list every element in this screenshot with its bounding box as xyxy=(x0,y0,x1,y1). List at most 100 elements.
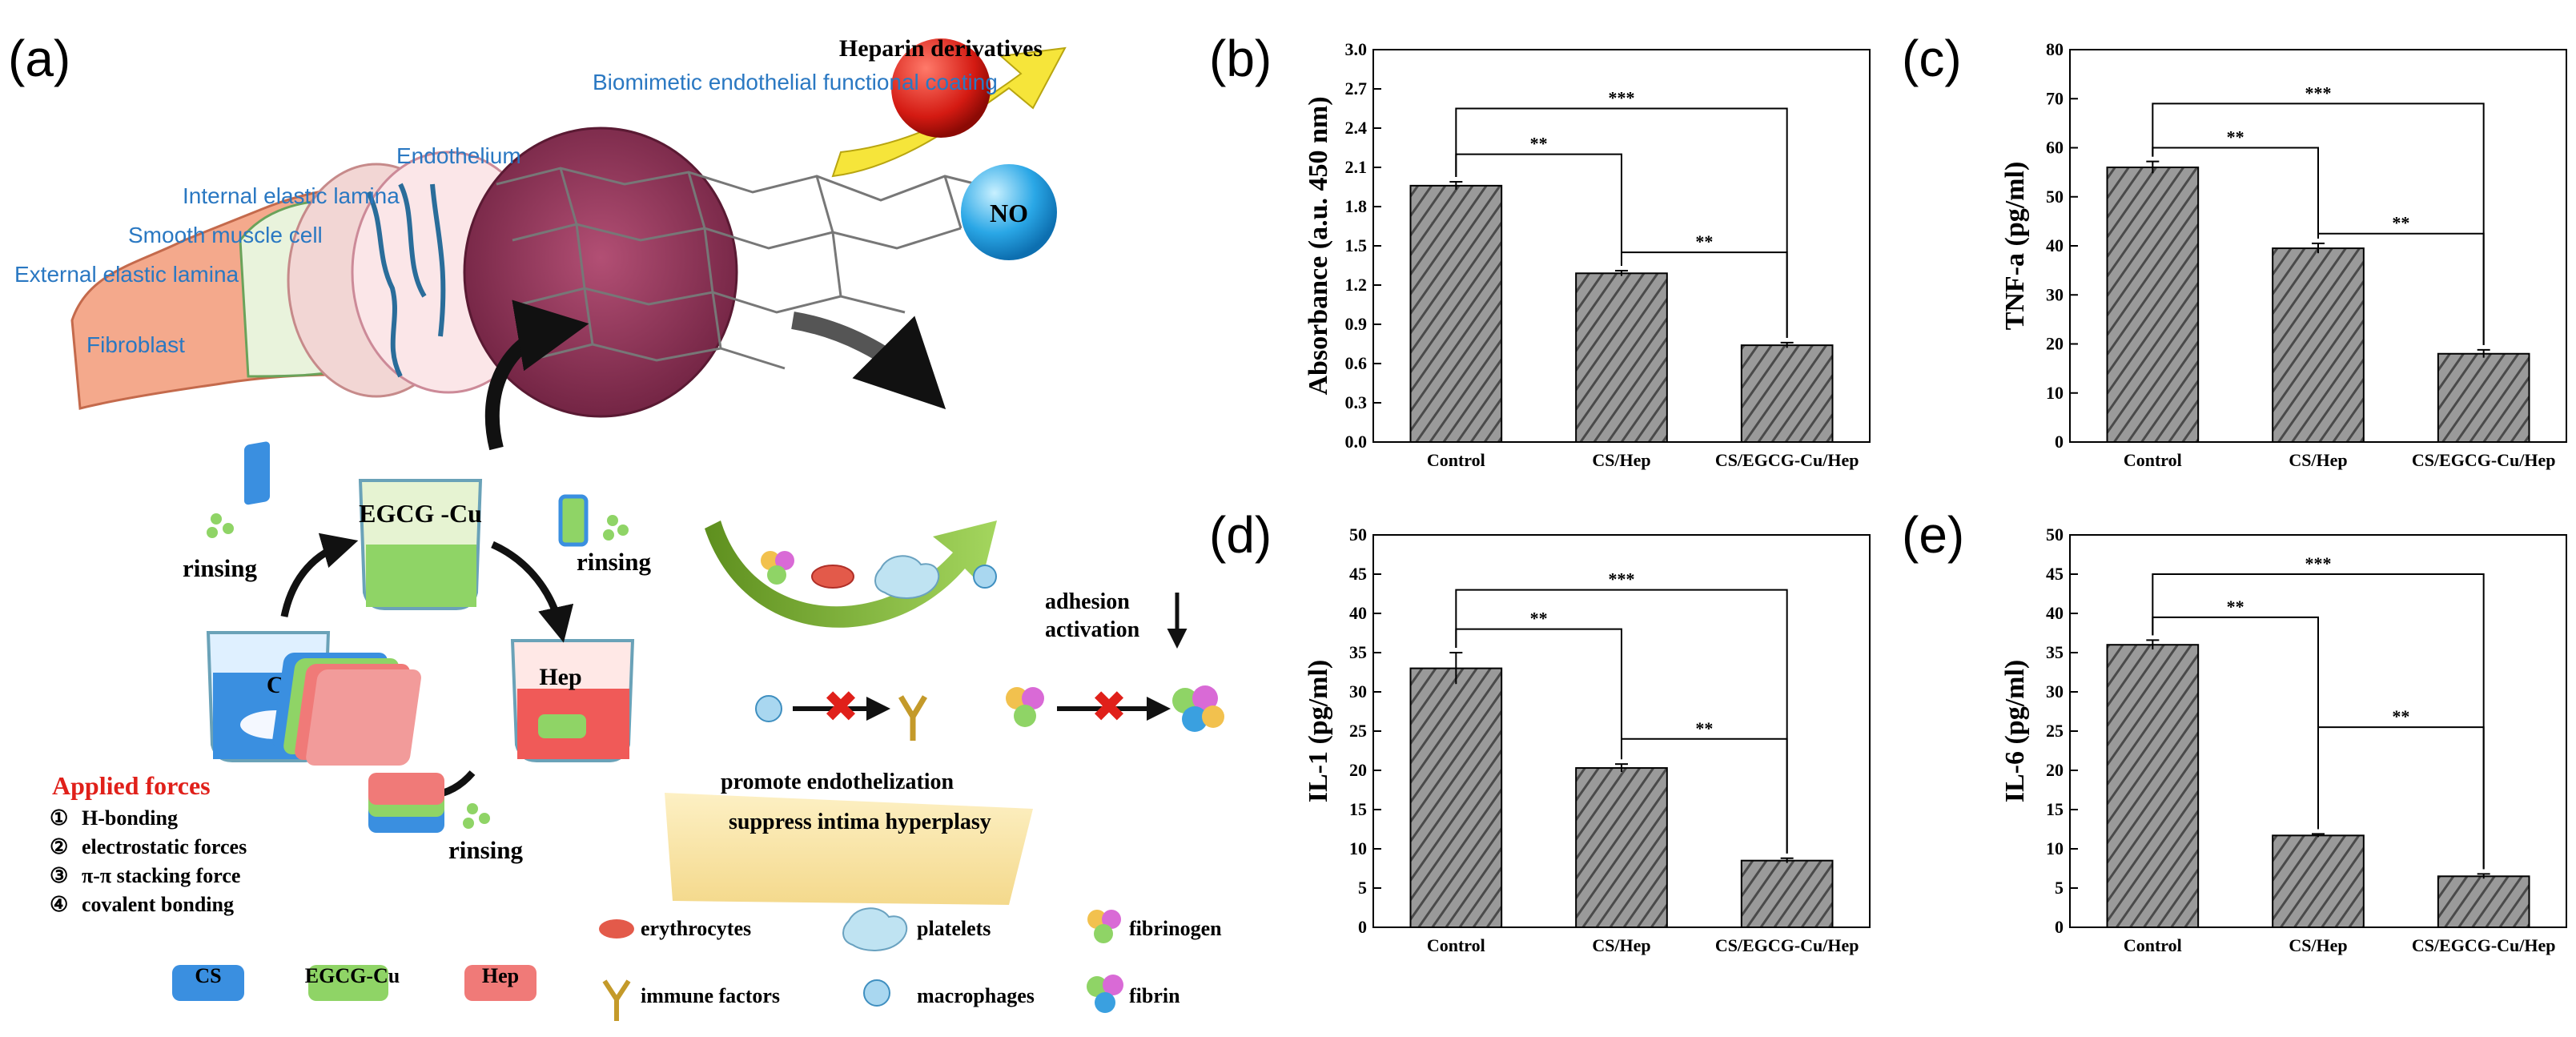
force-item-1: H-bonding xyxy=(82,806,178,830)
egcg-beaker-label: EGCG -Cu xyxy=(359,499,482,528)
panel-label-e: (e) xyxy=(1902,506,1964,564)
y-tick-label: 45 xyxy=(1349,564,1367,584)
legend-fibrin-label: fibrin xyxy=(1129,984,1180,1007)
platelet-icon xyxy=(874,555,940,599)
significance-bracket xyxy=(1621,251,1788,338)
force-marker-1: ① xyxy=(50,806,68,830)
legend-fibrinogen-label: fibrinogen xyxy=(1129,917,1222,940)
suppress-label: suppress intima hyperplasy xyxy=(729,810,991,834)
x-tick-label: CS/EGCG-Cu/Hep xyxy=(1715,450,1859,470)
y-tick-label: 2.1 xyxy=(1345,157,1368,177)
y-tick-label: 1.5 xyxy=(1345,235,1368,255)
macrophage-icon xyxy=(973,565,997,589)
y-tick-label: 35 xyxy=(1349,642,1367,662)
y-axis-label: Absorbance (a.u. 450 nm) xyxy=(1304,96,1333,395)
significance-label: ** xyxy=(1530,134,1548,154)
y-tick-label: 10 xyxy=(2046,383,2064,403)
significance-bracket xyxy=(2152,102,2485,345)
significance-label: ** xyxy=(2392,706,2409,726)
y-tick-label: 40 xyxy=(1349,603,1367,623)
significance-label: *** xyxy=(2305,82,2332,102)
cycle-arrow-1 xyxy=(280,533,359,617)
bar-cs-hep xyxy=(1575,272,1668,443)
y-tick-label: 70 xyxy=(2046,88,2064,108)
x-tick-label: CS/Hep xyxy=(2289,935,2347,955)
applied-forces-list: Applied forces ① H-bonding ② electrostat… xyxy=(50,771,247,916)
heparin-label: Heparin derivatives xyxy=(839,35,1043,62)
y-tick-label: 30 xyxy=(1349,681,1367,701)
significance-bracket xyxy=(2152,573,2485,870)
hep-substrate xyxy=(538,714,586,738)
schematic-legend: CS EGCG-Cu Hep erythrocytes immune facto… xyxy=(172,907,1222,1021)
y-tick-label: 15 xyxy=(1349,799,1367,819)
bar-cs-hep xyxy=(2272,834,2365,928)
y-tick-label: 30 xyxy=(2046,284,2064,304)
y-tick-label: 0.6 xyxy=(1345,353,1368,373)
x-tick-label: CS/EGCG-Cu/Hep xyxy=(2412,450,2556,470)
x-tick-label: CS/EGCG-Cu/Hep xyxy=(1715,935,1859,955)
y-tick-label: 20 xyxy=(1349,760,1367,780)
macrophage-row-icon xyxy=(755,695,782,722)
y-tick-label: 25 xyxy=(2046,721,2064,741)
applied-forces-title: Applied forces xyxy=(52,771,211,800)
rinsing-label-2: rinsing xyxy=(577,548,652,576)
significance-label: ** xyxy=(2227,597,2244,617)
legend-hep-swatch xyxy=(464,965,536,1001)
erythrocyte-icon xyxy=(811,565,854,589)
repel-arc-arrow xyxy=(705,521,997,628)
bar-cs-egcg-cu-hep xyxy=(1740,344,1834,443)
legend-egcg-label: EGCG-Cu xyxy=(305,964,400,987)
y-tick-label: 0 xyxy=(1358,917,1367,937)
legend-platelet-icon xyxy=(842,907,908,951)
significance-bracket xyxy=(1455,589,1788,854)
significance-label: *** xyxy=(1609,569,1635,589)
promote-label: promote endothelization xyxy=(721,770,954,794)
y-tick-label: 0 xyxy=(2055,432,2064,452)
label-fibroblast: Fibroblast xyxy=(86,332,185,357)
legend-erythrocyte-icon xyxy=(599,919,634,939)
fibrinogen-icon xyxy=(761,551,794,585)
panel-label-b: (b) xyxy=(1209,30,1272,87)
y-tick-label: 1.2 xyxy=(1345,275,1368,295)
y-tick-label: 15 xyxy=(2046,799,2064,819)
y-tick-label: 30 xyxy=(2046,681,2064,701)
force-item-4: covalent bonding xyxy=(82,893,234,916)
hep-beaker-label: Hep xyxy=(539,664,581,690)
legend-fibrinogen-icon xyxy=(1087,910,1121,943)
no-sphere xyxy=(961,164,1057,260)
block-cross-1: ✖ xyxy=(822,681,858,732)
activation-label: activation xyxy=(1045,617,1140,642)
bar-cs-egcg-cu-hep xyxy=(1740,859,1834,928)
y-tick-label: 50 xyxy=(2046,187,2064,207)
legend-cs-swatch xyxy=(172,965,244,1001)
y-tick-label: 50 xyxy=(1349,525,1367,545)
force-item-2: electrostatic forces xyxy=(82,835,247,858)
x-tick-label: Control xyxy=(2124,450,2182,470)
significance-label: ** xyxy=(2392,213,2409,233)
legend-cs-label: CS xyxy=(195,964,221,987)
blood-vessel-illustration: Heparin derivatives NO xyxy=(70,35,1067,451)
lbl-assembly-cycle: EGCG -Cu CS Hep rins xyxy=(183,441,652,864)
legend-immune-label: immune factors xyxy=(641,984,780,1007)
significance-label: ** xyxy=(1695,231,1713,251)
no-label: NO xyxy=(990,199,1028,227)
legend-fibrin-icon xyxy=(1087,975,1123,1013)
y-tick-label: 3.0 xyxy=(1345,39,1368,59)
label-external-elastic-lamina: External elastic lamina xyxy=(14,262,239,287)
significance-bracket xyxy=(1455,107,1788,338)
force-marker-4: ④ xyxy=(50,893,68,916)
rinsing-substrate-2 xyxy=(558,494,589,547)
significance-bracket xyxy=(1621,738,1788,854)
rinsing-label-3: rinsing xyxy=(448,836,524,864)
significance-bracket xyxy=(2152,147,2319,239)
chart-e-il-6: 0 5 10 15 20 25 30 35 40 45 50 IL-6 (pg/ml) Control C… xyxy=(2000,525,2567,955)
force-marker-3: ③ xyxy=(50,864,68,887)
bar-control xyxy=(1409,667,1503,928)
y-axis-label: TNF-a (pg/ml) xyxy=(2000,162,2030,331)
y-tick-label: 0.0 xyxy=(1345,432,1368,452)
significance-label: ** xyxy=(2227,127,2244,147)
label-internal-elastic-lamina: Internal elastic lamina xyxy=(183,183,400,208)
adhesion-label: adhesion xyxy=(1045,589,1130,614)
x-tick-label: CS/Hep xyxy=(1592,935,1650,955)
endothelium-network xyxy=(366,183,446,378)
